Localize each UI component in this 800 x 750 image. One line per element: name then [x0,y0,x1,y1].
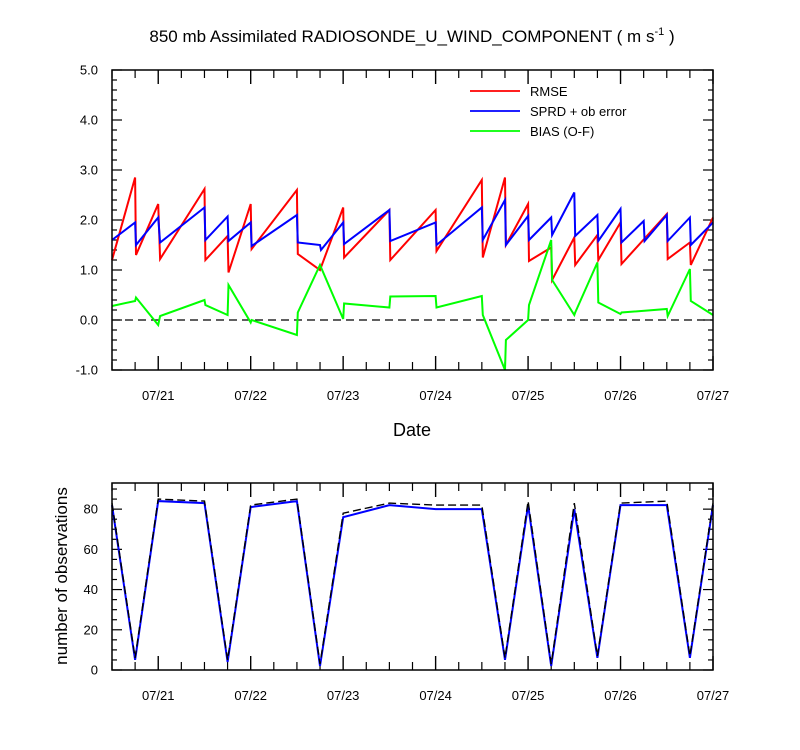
top-plot-area: 07/21 07/22 07/23 07/24 07/25 07/26 07/27 -1.0 0… [76,63,730,404]
bottom-series-possible-dashed [111,498,714,665]
bottom-plot-area: 07/21 07/22 07/23 07/24 07/25 07/26 07/27 0 20 40… [84,482,730,703]
bottom-x-tick-label: 07/22 [234,688,267,703]
top-series-sprd-ob-error [111,192,714,253]
bottom-x-tick-label: 07/25 [512,688,545,703]
legend: RMSE SPRD + ob error BIAS (O-F) [470,84,627,139]
bottom-y-axis-label: number of observations [52,487,71,665]
top-y-tick-label: 0.0 [80,313,98,328]
top-y-tick-label: 2.0 [80,213,98,228]
bottom-y-tick-label: 40 [84,582,98,597]
top-x-tick-label: 07/22 [234,388,267,403]
top-x-tick-label: 07/23 [327,388,360,403]
top-x-tick-label: 07/25 [512,388,545,403]
top-y-tick-label: 5.0 [80,63,98,78]
bottom-x-tick-label: 07/27 [697,688,730,703]
bottom-y-tick-label: 20 [84,622,98,637]
top-x-axis-label: Date [393,420,431,440]
legend-rmse-label: RMSE [530,84,568,99]
top-y-tick-label: 1.0 [80,263,98,278]
bottom-x-tick-label: 07/23 [327,688,360,703]
top-series-rmse [111,176,714,284]
bottom-x-tick-label: 07/24 [419,688,452,703]
bottom-series-assimilated-solid [111,499,714,667]
chart-title: 850 mb Assimilated RADIOSONDE_U_WIND_COM… [149,26,674,46]
bottom-frame [111,482,714,671]
bottom-x-tick-label: 07/26 [604,688,637,703]
top-x-tick-label: 07/24 [419,388,452,403]
top-series-bias-o-f [111,239,714,371]
top-y-tick-label: 3.0 [80,163,98,178]
top-frame [111,69,714,371]
top-x-tick-label: 07/27 [697,388,730,403]
chart-title-superscript: -1 [654,26,664,38]
top-x-tick-label: 07/21 [142,388,175,403]
top-y-tick-label: 4.0 [80,113,98,128]
legend-sprd-label: SPRD + ob error [530,104,627,119]
top-y-tick-label: -1.0 [76,363,98,378]
bottom-x-tick-label: 07/21 [142,688,175,703]
bottom-y-tick-label: 0 [91,663,98,678]
top-x-tick-label: 07/26 [604,388,637,403]
legend-bias-label: BIAS (O-F) [530,124,594,139]
bottom-y-tick-label: 60 [84,542,98,557]
chart-title-main: 850 mb Assimilated RADIOSONDE_U_WIND_COM… [149,27,654,46]
bottom-y-tick-label: 80 [84,502,98,517]
chart-title-end: ) [664,27,674,46]
